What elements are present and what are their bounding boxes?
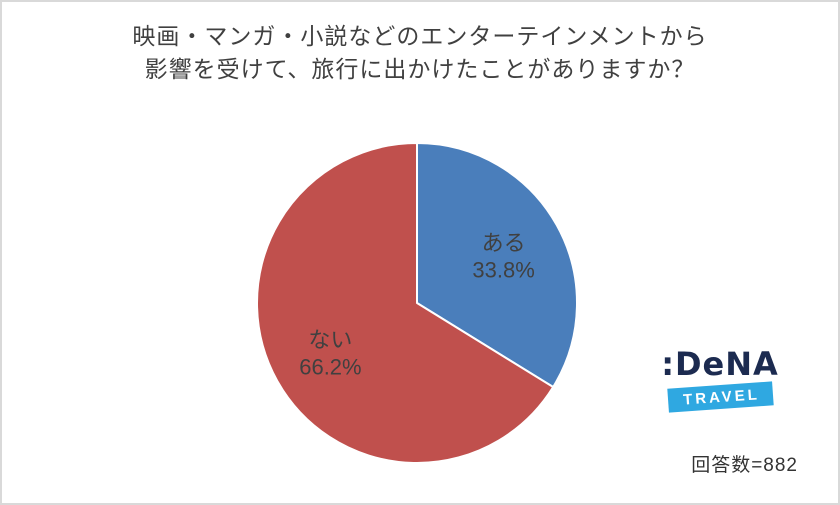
respondents-count: 回答数=882 xyxy=(691,455,798,476)
pie-chart: ある 33.8% ない 66.2% xyxy=(256,142,578,464)
pie-slice-1 xyxy=(256,142,555,464)
travel-badge: TRAVEL xyxy=(666,381,774,413)
chart-title-line1: 映画・マンガ・小説などのエンターテインメントから xyxy=(132,23,708,49)
pie-slice-0 xyxy=(416,142,578,389)
chart-title: 映画・マンガ・小説などのエンターテインメントから 影響を受けて、旅行に出かけたこ… xyxy=(2,20,838,86)
dena-logo-text: :DeNA xyxy=(661,345,779,383)
chart-title-line2: 影響を受けて、旅行に出かけたことがありますか？ xyxy=(144,56,696,82)
dena-travel-logo: :DeNA TRAVEL xyxy=(660,345,780,413)
pie-chart-area: ある 33.8% ない 66.2% xyxy=(235,121,599,485)
pie-label-0: ある 33.8% xyxy=(472,231,534,283)
pie-label-1: ない 66.2% xyxy=(299,327,361,379)
